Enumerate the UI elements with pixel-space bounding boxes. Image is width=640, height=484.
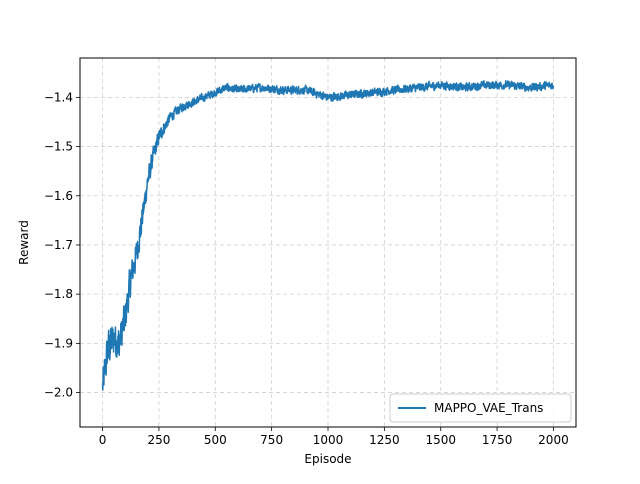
x-tick-label: 0 bbox=[99, 433, 107, 447]
y-tick-label: −1.4 bbox=[44, 90, 73, 104]
y-tick-label: −2.0 bbox=[44, 386, 73, 400]
y-tick-label: −1.8 bbox=[44, 287, 73, 301]
x-tick-label: 2000 bbox=[538, 433, 569, 447]
y-tick-label: −1.6 bbox=[44, 189, 73, 203]
legend-label: MAPPO_VAE_Trans bbox=[434, 401, 543, 415]
x-tick-label: 250 bbox=[147, 433, 170, 447]
y-tick-label: −1.7 bbox=[44, 238, 73, 252]
x-axis: 0 250 500 750 1000 1250 1500 1750 2000 bbox=[99, 427, 569, 447]
series-layer bbox=[101, 79, 555, 391]
x-axis-label: Episode bbox=[304, 452, 351, 466]
x-tick-label: 1250 bbox=[369, 433, 400, 447]
y-axis: −2.0 −1.9 −1.8 −1.7 −1.6 −1.5 −1.4 bbox=[44, 90, 80, 400]
x-tick-label: 1500 bbox=[425, 433, 456, 447]
x-tick-label: 500 bbox=[204, 433, 227, 447]
legend: MAPPO_VAE_Trans bbox=[389, 393, 572, 423]
series-line bbox=[101, 79, 555, 391]
legend-box bbox=[389, 393, 572, 423]
x-tick-label: 750 bbox=[260, 433, 283, 447]
y-tick-label: −1.5 bbox=[44, 140, 73, 154]
x-tick-label: 1000 bbox=[313, 433, 344, 447]
x-tick-label: 1750 bbox=[482, 433, 513, 447]
y-tick-label: −1.9 bbox=[44, 336, 73, 350]
y-axis-label: Reward bbox=[17, 220, 31, 265]
